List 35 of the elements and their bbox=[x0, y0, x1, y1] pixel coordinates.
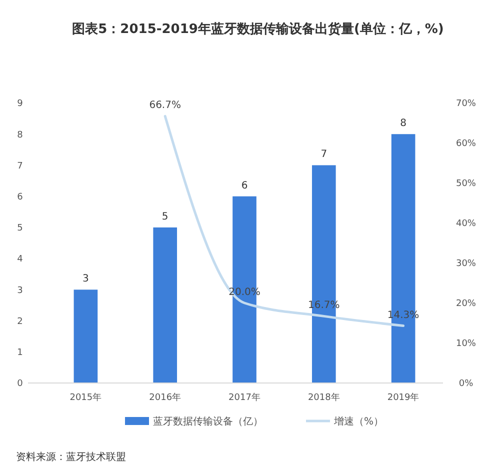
y2-tick-label: 20% bbox=[456, 299, 476, 310]
bar bbox=[74, 290, 98, 383]
x-tick-label: 2018年 bbox=[308, 392, 340, 403]
y2-tick-label: 30% bbox=[456, 259, 476, 270]
data-label: 6 bbox=[241, 180, 248, 192]
y-tick-label: 5 bbox=[17, 224, 23, 234]
y-tick-label: 3 bbox=[17, 286, 23, 296]
y2-tick-label: 40% bbox=[456, 219, 476, 230]
y-tick-label: 8 bbox=[17, 130, 24, 140]
y2-tick-label: 70% bbox=[456, 99, 476, 110]
x-tick-label: 2015年 bbox=[70, 392, 102, 403]
y2-tick-label: 50% bbox=[456, 179, 476, 190]
data-label: 8 bbox=[400, 118, 406, 130]
text: 资料来源：蓝牙技术联盟 bbox=[16, 451, 126, 463]
legend-label: 增速（%） bbox=[333, 416, 384, 428]
y-tick-label: 9 bbox=[17, 99, 24, 110]
y2-tick-label: 0% bbox=[458, 379, 474, 390]
y-tick-label: 6 bbox=[17, 192, 24, 202]
legend-label: 蓝牙数据传输设备（亿） bbox=[153, 416, 263, 428]
y-tick-label: 1 bbox=[17, 348, 23, 358]
data-label: 66.7% bbox=[149, 100, 181, 112]
chart-title: 图表5：2015-2019年蓝牙数据传输设备出货量(单位：亿，%) bbox=[72, 21, 444, 37]
data-label: 7 bbox=[320, 149, 328, 160]
data-label: 5 bbox=[162, 211, 168, 222]
y-tick-label: 0 bbox=[17, 379, 24, 390]
data-label: 3 bbox=[82, 274, 89, 285]
x-tick-label: 2019年 bbox=[387, 392, 420, 403]
x-tick-label: 2017年 bbox=[228, 392, 260, 403]
y-tick-label: 4 bbox=[17, 254, 24, 265]
y2-tick-label: 60% bbox=[456, 139, 476, 150]
y-tick-label: 7 bbox=[17, 161, 23, 172]
y-tick-label: 2 bbox=[17, 316, 23, 327]
bar bbox=[153, 227, 178, 383]
y2-tick-label: 10% bbox=[456, 339, 476, 350]
x-tick-label: 2016年 bbox=[149, 392, 182, 403]
